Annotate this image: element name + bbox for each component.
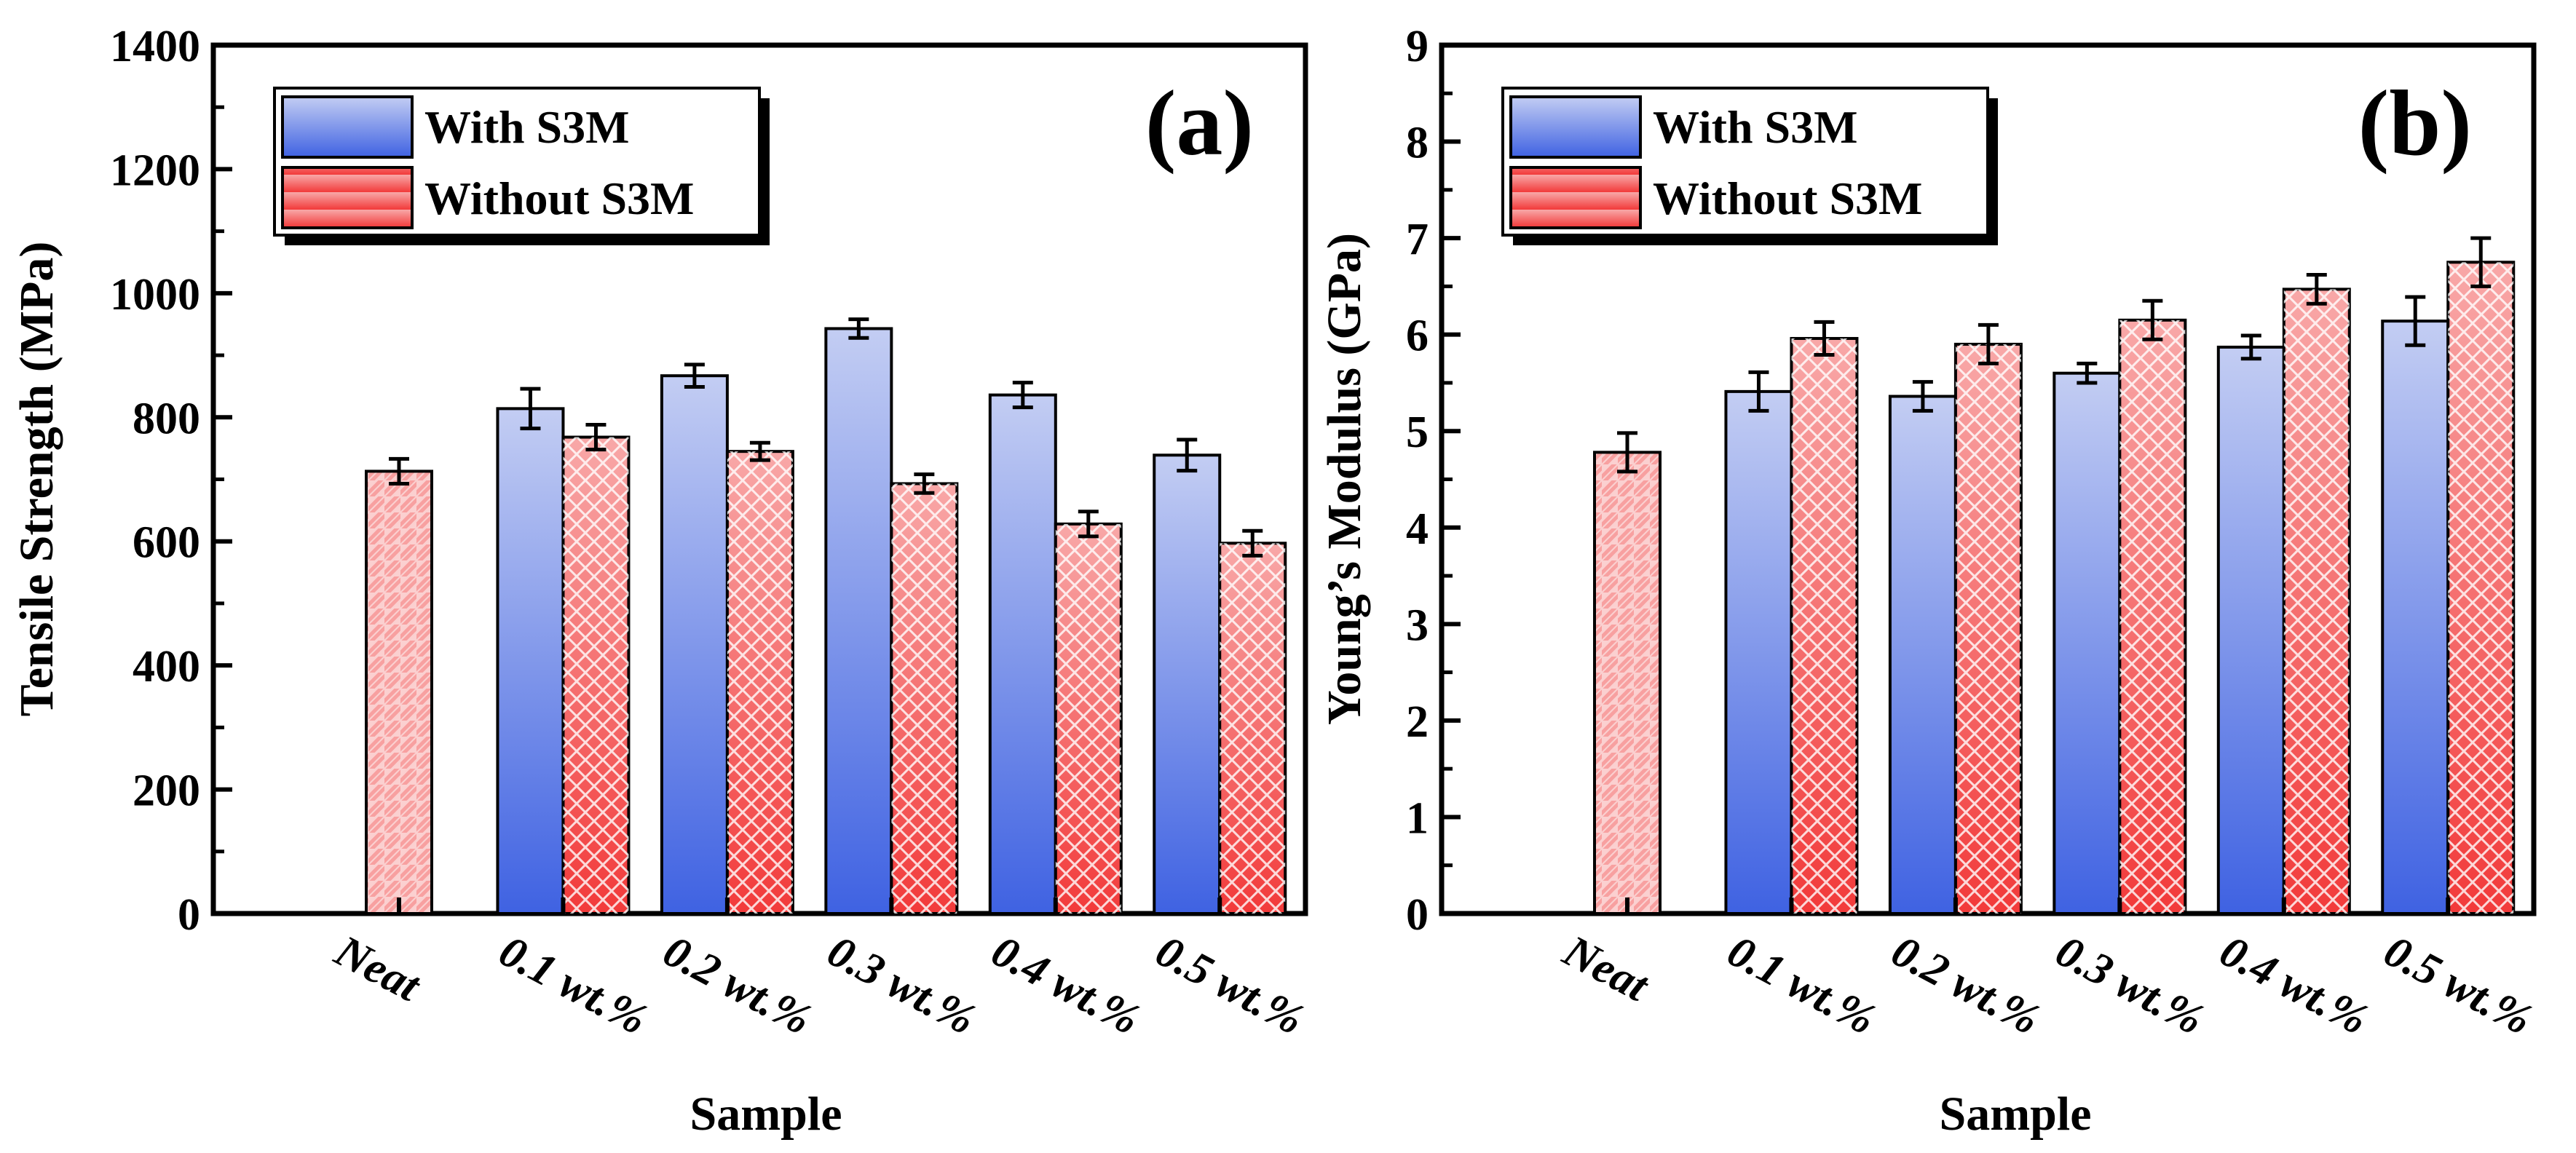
x-tick-label: 0.2 wt.% (655, 926, 819, 1045)
bar-with-s3m (2216, 345, 2285, 916)
bar-with-s3m (496, 407, 565, 915)
legend-label-with-s3m: With S3M (1653, 101, 1858, 153)
y-tick-label: 5 (1406, 408, 1429, 457)
bar-hatch-without-s3m (2448, 262, 2514, 914)
bar-with-s3m (824, 327, 893, 916)
bar-hatch-without-s3m (1791, 338, 1857, 914)
legend: With S3M Without S3M (1501, 87, 1998, 245)
y-tick-label: 2 (1406, 697, 1429, 747)
bar-with-s3m (1153, 453, 1222, 915)
x-tick-label: 0.5 wt.% (1148, 926, 1312, 1045)
y-axis-title: Tensile Strength (MPa) (10, 242, 63, 717)
y-tick-label: 1200 (110, 146, 200, 195)
x-axis: Neat 0.1 wt.% 0.2 wt.% 0.3 wt.% 0.4 wt.% 0.5 … (327, 898, 1312, 1045)
x-tick-label: 0.2 wt.% (1884, 926, 2047, 1045)
bar-hatch-without-s3m (1955, 344, 2021, 914)
bar-hatch-without-s3m (727, 451, 793, 914)
y-axis: 0 1 2 3 4 5 6 7 8 9 (1406, 22, 1461, 940)
y-tick-label: 1000 (110, 270, 200, 320)
bar-neat (1593, 451, 1662, 915)
y-tick-label: 200 (133, 766, 200, 816)
y-tick-label: 1 (1406, 793, 1429, 843)
x-tick-label: 0.3 wt.% (2048, 926, 2212, 1045)
bar-hatch-without-s3m (2119, 320, 2186, 914)
y-tick-label: 3 (1406, 601, 1429, 650)
y-tick-label: 400 (133, 642, 200, 692)
x-tick-label: 0.5 wt.% (2377, 926, 2540, 1045)
legend-swatch-with-s3m (281, 95, 414, 159)
bar-hatch-without-s3m (891, 483, 957, 914)
x-tick-label: Neat (327, 926, 430, 1012)
legend-label-without-s3m: Without S3M (424, 173, 694, 224)
panel-label: (a) (1145, 71, 1254, 175)
x-axis-title: Sample (690, 1087, 842, 1141)
x-tick-label: 0.1 wt.% (1720, 926, 1884, 1045)
bar-with-s3m (988, 393, 1057, 915)
bars (365, 317, 1287, 916)
x-tick-label: 0.1 wt.% (491, 926, 655, 1045)
legend-swatch-with-s3m (1509, 95, 1642, 159)
y-tick-label: 7 (1406, 215, 1429, 264)
x-axis: Neat 0.1 wt.% 0.2 wt.% 0.3 wt.% 0.4 wt.% 0.5 … (1555, 898, 2540, 1045)
y-tick-label: 6 (1406, 312, 1429, 361)
x-axis-title: Sample (1939, 1087, 2091, 1141)
legend-swatch-without-s3m (281, 166, 414, 229)
x-tick-label: 0.3 wt.% (820, 926, 984, 1045)
panel-label: (b) (2358, 71, 2472, 175)
legend: With S3M Without S3M (273, 87, 770, 245)
y-axis-title: Young’s Modulus (GPa) (1318, 233, 1371, 725)
x-tick-label: 0.4 wt.% (2212, 926, 2376, 1045)
legend-swatch-without-s3m (1509, 166, 1642, 229)
bar-hatch-without-s3m (1055, 523, 1121, 914)
y-tick-label: 8 (1406, 119, 1429, 168)
bar-with-s3m (660, 374, 729, 915)
legend-label-without-s3m: Without S3M (1653, 173, 1922, 224)
y-tick-label: 800 (133, 394, 200, 443)
bars (1593, 236, 2516, 916)
bar-with-s3m (1724, 389, 1793, 915)
legend-label-with-s3m: With S3M (424, 101, 630, 153)
y-tick-label: 1400 (110, 22, 200, 71)
x-tick-label: Neat (1555, 926, 1658, 1012)
bar-hatch-without-s3m (1220, 543, 1286, 914)
bar-neat (365, 469, 433, 915)
bar-hatch-without-s3m (2283, 289, 2350, 914)
y-tick-label: 9 (1406, 22, 1429, 71)
y-axis: 0 200 400 600 800 1000 1200 1400 (110, 22, 232, 940)
bar-with-s3m (1888, 395, 1957, 915)
y-tick-label: 600 (133, 518, 200, 568)
bar-with-s3m (2052, 371, 2122, 915)
bar-with-s3m (2381, 320, 2450, 915)
bar-hatch-without-s3m (563, 437, 629, 914)
y-tick-label: 0 (178, 890, 200, 940)
y-tick-label: 0 (1406, 890, 1429, 940)
x-tick-label: 0.4 wt.% (984, 926, 1147, 1045)
y-tick-label: 4 (1406, 504, 1429, 554)
